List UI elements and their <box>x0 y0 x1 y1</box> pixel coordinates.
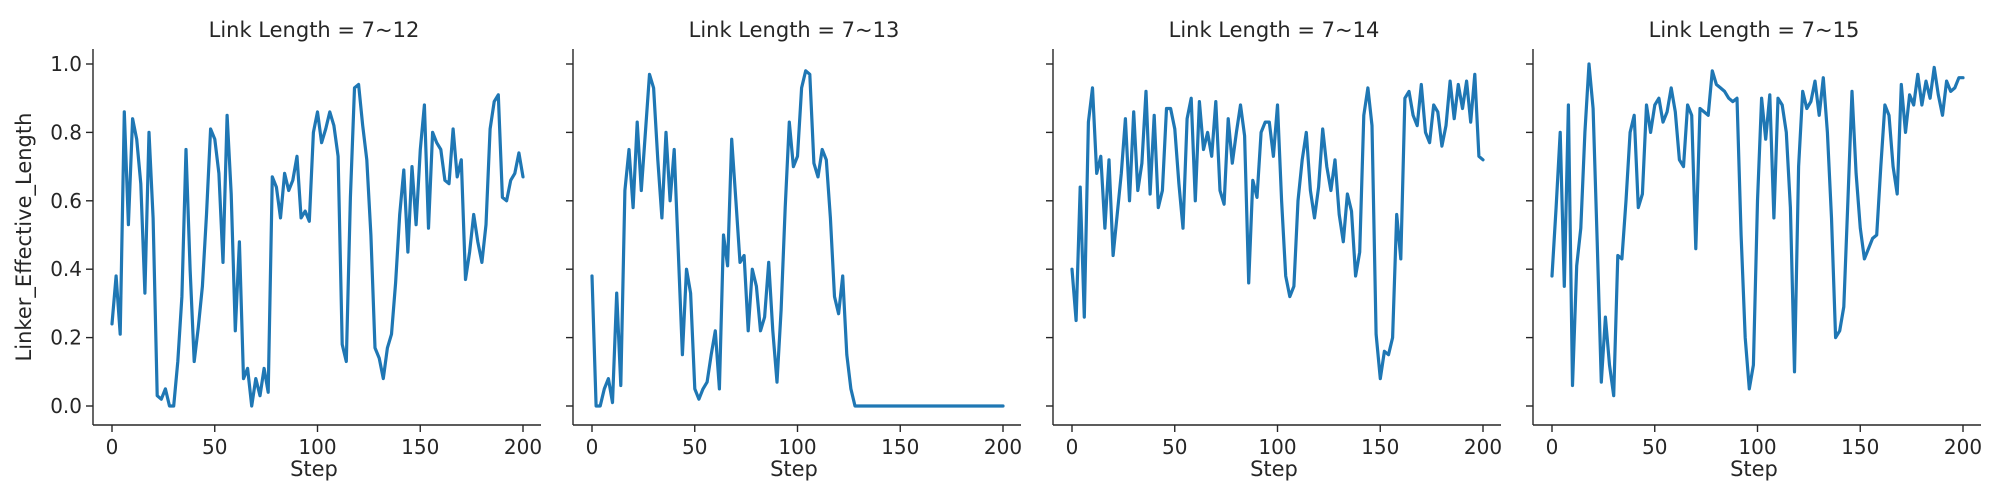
panel-2: 0 50 100 150 200 Step Link Length = 7~13 <box>566 18 1022 481</box>
x-tick-label: 50 <box>202 435 227 459</box>
x-tick-label: 50 <box>1642 435 1667 459</box>
panel-title: Link Length = 7~14 <box>1169 18 1380 42</box>
x-axis-label: Step <box>290 457 338 481</box>
x-axis-label: Step <box>1730 457 1778 481</box>
series-line <box>590 69 1005 408</box>
x-tick-label: 200 <box>984 435 1022 459</box>
y-tick-label: 0.6 <box>50 189 82 213</box>
x-tick-label: 150 <box>1841 435 1879 459</box>
panel-3: 0 50 100 150 200 Step Link Length = 7~14 <box>1046 18 1502 481</box>
x-tick-label: 200 <box>504 435 542 459</box>
x-tick-label: 100 <box>1738 435 1776 459</box>
x-tick-label: 100 <box>298 435 336 459</box>
x-tick-label: 150 <box>881 435 919 459</box>
x-tick-label: 150 <box>1361 435 1399 459</box>
x-axis-label: Step <box>770 457 818 481</box>
panel-title: Link Length = 7~12 <box>209 18 420 42</box>
series-line <box>110 82 525 408</box>
x-axis-label: Step <box>1250 457 1298 481</box>
x-tick-label: 100 <box>1258 435 1296 459</box>
x-tick-label: 0 <box>1066 435 1079 459</box>
x-tick-label: 200 <box>1464 435 1502 459</box>
x-tick-label: 0 <box>586 435 599 459</box>
y-tick-label: 0.2 <box>50 326 82 350</box>
x-tick-label: 100 <box>778 435 816 459</box>
x-tick-label: 0 <box>1546 435 1559 459</box>
y-tick-label: 1.0 <box>50 52 82 76</box>
x-tick-label: 50 <box>1162 435 1187 459</box>
panel-4: 0 50 100 150 200 Step Link Length = 7~15 <box>1526 18 1982 481</box>
x-tick-label: 200 <box>1944 435 1982 459</box>
y-tick-label: 0.0 <box>50 394 82 418</box>
y-tick-label: 0.8 <box>50 120 82 144</box>
panel-title: Link Length = 7~15 <box>1649 18 1860 42</box>
series-line <box>1550 62 1965 398</box>
x-tick-label: 150 <box>401 435 439 459</box>
panel-title: Link Length = 7~13 <box>689 18 900 42</box>
x-tick-label: 0 <box>106 435 119 459</box>
y-tick-label: 0.4 <box>50 257 82 281</box>
panel-1: 0.0 0.2 0.4 0.6 0.8 1.0 0 50 100 150 200 Step Link L… <box>50 18 542 481</box>
series-line <box>1070 72 1485 381</box>
y-axis-label: Linker_Effective_Length <box>12 113 37 362</box>
x-tick-label: 50 <box>682 435 707 459</box>
